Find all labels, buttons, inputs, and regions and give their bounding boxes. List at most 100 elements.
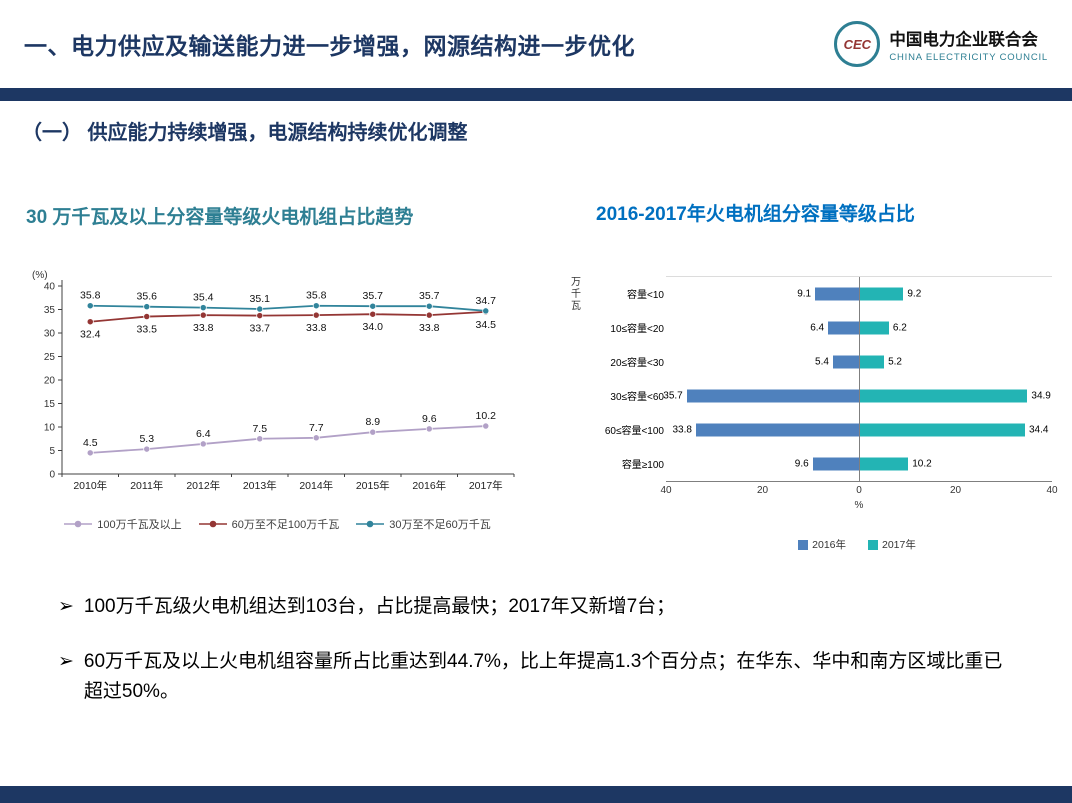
data-label: 5.3 [139,433,154,445]
tornado-axis-tick: 40 [1046,485,1058,496]
tornado-value-label: 5.4 [815,356,829,368]
legend-label: 2016年 [812,539,846,551]
x-tick-label: 2016年 [412,479,446,492]
data-label: 32.4 [80,329,101,341]
data-point [312,302,320,310]
legend-marker-icon [198,520,227,528]
tornado-center-axis [859,277,860,481]
tornado-axis-tick: 20 [756,485,769,496]
data-label: 6.4 [196,428,211,440]
tornado-bar-2017 [859,355,885,369]
logo-org-name-cn: 中国电力企业联合会 [889,30,1038,49]
tornado-value-label: 6.4 [810,322,825,334]
y-tick-label: 30 [44,329,56,340]
section-title: （一） 供应能力持续增强，电源结构持续优化调整 [22,122,468,144]
tornado-bar-2016 [686,389,859,403]
data-label: 35.8 [306,290,327,302]
tornado-value-label: 6.2 [892,322,907,334]
tornado-bar-2017 [859,457,909,471]
data-point [199,304,207,312]
line-chart-title: 30 万千瓦及以上分容量等级火电机组占比趋势 [26,207,414,228]
legend-label: 30万至不足60万千瓦 [389,519,491,531]
tornado-row: 9.6 10.2 [666,447,1052,481]
legend-swatch-icon [798,539,809,550]
bullet-item: ➢ 60万千瓦及以上火电机组容量所占比重达到44.7%，比上年提高1.3个百分点… [58,647,1010,706]
data-label: 4.5 [83,437,98,449]
bullet-text: 100万千瓦级火电机组达到103台，占比提高最快；2017年又新增7台； [83,596,676,617]
legend-marker-icon [356,520,385,528]
logo-org-name-en: CHINA ELECTRICITY COUNCIL [889,51,1048,63]
data-label: 35.7 [419,290,440,302]
cec-logo: CEC 中国电力企业联合会 CHINA ELECTRICITY COUNCIL [834,21,1048,67]
data-point [143,303,151,311]
tornado-value-label: 9.6 [794,458,809,470]
x-tick-label: 2010年 [73,479,107,492]
data-label: 33.8 [306,322,327,334]
axes: 0 5 10 15 20 25 30 35 40(%) 2010年 2011年 2012年 2013年 2… [32,270,515,492]
x-tick-label: 2012年 [186,479,220,492]
tornado-bar-2016 [812,457,859,471]
series-30万至不足60万千瓦: 35.8 35.6 35.4 35.1 35.8 35.7 35.7 34.7 [80,290,496,315]
logo-text: 中国电力企业联合会 CHINA ELECTRICITY COUNCIL [889,26,1048,63]
tornado-axis-ticks: 40 20 0 20 40 [660,485,1057,499]
legend-label: 60万至不足100万千瓦 [231,519,340,531]
tornado-category-label: 30≤容量<60 [610,391,664,403]
arrow-bullet-icon: ➢ [58,651,74,673]
data-label: 10.2 [476,410,497,422]
data-label: 33.5 [137,324,158,336]
tornado-body: 万千瓦 容量<10 10≤容量<20 20≤容量<30 30≤容量<60 60≤容量<10… [566,276,1058,511]
tornado-legend: 2016年 2017年 [662,537,1052,552]
line-chart-legend: 100万千瓦及以上 60万至不足100万千瓦 30万至不足60万千瓦 [22,516,532,532]
data-point [199,440,207,448]
y-axis-unit-label: (%) [32,270,48,281]
tornado-axis-tick: 20 [949,485,962,496]
y-tick-label: 40 [44,282,56,293]
tornado-category-label: 60≤容量<100 [604,425,664,437]
header: 一、电力供应及输送能力进一步增强，网源结构进一步优化 CEC 中国电力企业联合会… [0,0,1072,88]
arrow-bullet-icon: ➢ [58,596,74,617]
series-60万至不足100万千瓦: 32.4 33.5 33.8 33.7 33.8 34.0 33.8 34.5 [80,308,497,341]
tornado-bar-2016 [815,287,859,301]
data-label: 9.6 [422,413,437,425]
legend-item: 60万至不足100万千瓦 [198,516,340,532]
legend-item: 100万千瓦及以上 [63,516,182,532]
y-tick-label: 35 [44,305,56,316]
tornado-bar-2017 [859,321,889,335]
tornado-category-label: 20≤容量<30 [610,357,664,369]
data-point [425,302,433,310]
data-point [425,311,433,319]
data-label: 33.7 [250,323,271,335]
cec-logo-monogram: CEC [843,36,872,52]
data-point [256,305,264,313]
y-tick-label: 20 [44,376,56,387]
y-tick-label: 10 [44,423,56,434]
tornado-category-label: 容量<10 [627,289,664,301]
data-point [482,422,490,430]
data-label: 35.4 [193,292,214,304]
y-tick-label: 15 [44,399,56,410]
data-label: 35.1 [250,293,271,305]
tornado-chart: 万千瓦 容量<10 10≤容量<20 20≤容量<30 30≤容量<60 60≤容量<10… [566,276,1058,552]
data-point [143,313,151,321]
tornado-value-label: 10.2 [912,458,932,470]
legend-item: 2016年 [798,537,846,552]
tornado-value-label: 35.7 [663,390,683,402]
tornado-category-column: 容量<10 10≤容量<20 20≤容量<30 30≤容量<60 60≤容量<100 容量… [582,276,666,511]
tornado-bar-2017 [859,287,904,301]
series-100万千瓦及以上: 4.5 5.3 6.4 7.5 7.7 8.9 9.6 10.2 [83,410,497,457]
legend-item: 2017年 [868,537,916,552]
data-label: 35.6 [137,291,158,303]
tornado-row: 6.4 6.2 [666,311,1052,345]
cec-logo-icon: CEC [834,21,881,67]
tornado-chart-title: 2016-2017年火电机组分容量等级占比 [596,204,915,225]
data-label: 7.5 [252,423,267,435]
tornado-row: 9.1 9.2 [666,277,1052,311]
legend-label: 2017年 [882,539,916,551]
tornado-row: 33.8 34.4 [666,413,1052,447]
data-label: 34.5 [476,319,497,331]
data-point [369,428,377,436]
data-label: 35.7 [363,290,384,302]
data-label: 35.8 [80,290,101,302]
x-tick-label: 2017年 [469,479,503,492]
x-tick-label: 2011年 [130,479,163,492]
